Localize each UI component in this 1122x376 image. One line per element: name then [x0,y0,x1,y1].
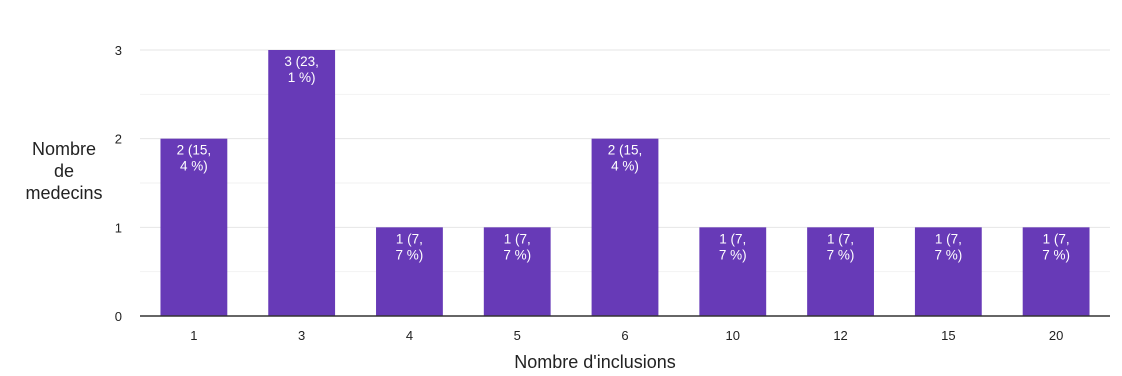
bar-3 [268,50,336,316]
y-axis-title: Nombre de medecins [25,139,102,203]
data-label-12: 1 (7, 7 %) [827,231,855,262]
data-label-4: 1 (7, 7 %) [396,231,424,262]
data-label-6: 2 (15, 4 %) [608,143,643,174]
bar-6 [591,138,659,316]
y-tick-label: 3 [115,43,122,58]
data-label-1: 2 (15, 4 %) [177,143,212,174]
x-tick-label: 3 [298,328,305,343]
data-label-10: 1 (7, 7 %) [719,231,747,262]
x-tick-label: 6 [621,328,628,343]
data-labels-group: 2 (15, 4 %) 3 (23, 1 %) 1 (7, 7 %) 1 (7, 7 %) 2 … [177,54,1070,262]
x-tick-label: 1 [190,328,197,343]
data-label-3: 3 (23, 1 %) [284,54,319,85]
x-tick-label: 20 [1049,328,1063,343]
x-axis-title: Nombre d'inclusions [514,352,676,372]
y-tick-label: 0 [115,309,122,324]
bar-20 [1022,227,1090,316]
bar-4 [376,227,443,316]
data-label-5: 1 (7, 7 %) [503,231,531,262]
bar-15 [914,227,982,316]
bar-10 [699,227,767,316]
bar-12 [807,227,874,316]
y-tick-label: 1 [115,220,122,235]
x-tick-labels: 1 3 4 5 6 10 12 15 20 [190,328,1063,343]
x-tick-label: 4 [406,328,413,343]
bar-5 [483,227,551,316]
bars-group [160,50,1090,316]
x-tick-label: 10 [726,328,740,343]
x-tick-label: 15 [941,328,955,343]
data-label-15: 1 (7, 7 %) [934,231,962,262]
data-label-20: 1 (7, 7 %) [1042,231,1070,262]
bar-1 [160,138,228,316]
y-tick-label: 2 [115,132,122,147]
y-tick-labels: 0 1 2 3 [115,43,122,324]
x-tick-label: 5 [514,328,521,343]
x-tick-label: 12 [833,328,847,343]
